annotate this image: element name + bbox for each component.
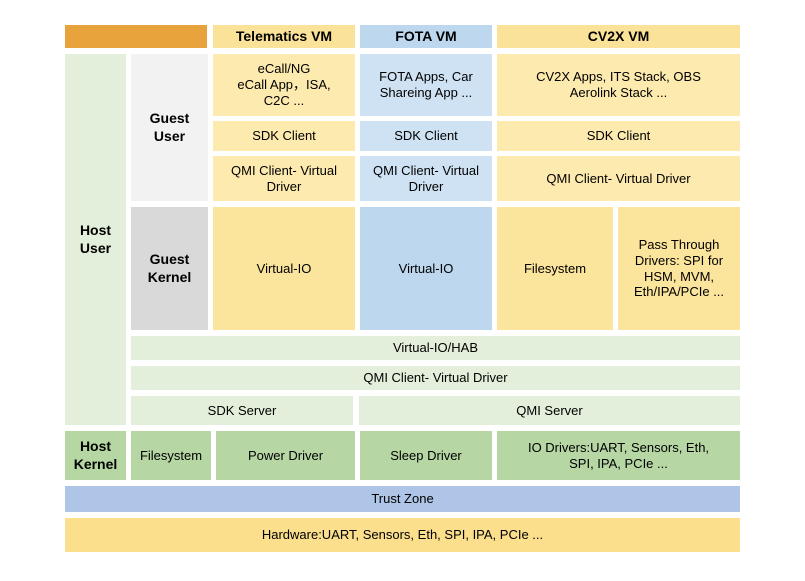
telematics-qmi-client-block: QMI Client- Virtual Driver xyxy=(213,156,355,201)
fota-apps-block: FOTA Apps, Car Shareing App ... xyxy=(360,54,492,116)
cv2x-filesystem-block: Filesystem xyxy=(497,207,613,330)
telematics-sdk-client-block: SDK Client xyxy=(213,121,355,151)
telematics-apps-block: eCall/NG eCall App，ISA, C2C ... xyxy=(213,54,355,116)
telematics-virtual-io-block: Virtual-IO xyxy=(213,207,355,330)
cv2x-sdk-client-block: SDK Client xyxy=(497,121,740,151)
host-qmi-client-virtual-driver-layer: QMI Client- Virtual Driver xyxy=(131,366,740,390)
io-drivers-block: IO Drivers:UART, Sensors, Eth, SPI, IPA,… xyxy=(497,431,740,480)
label-host-user: Host User xyxy=(65,54,126,425)
qmi-server-block: QMI Server xyxy=(359,396,740,425)
fota-virtual-io-block: Virtual-IO xyxy=(360,207,492,330)
header-telematics-vm: Telematics VM xyxy=(213,25,355,48)
label-guest-kernel: Guest Kernel xyxy=(131,207,208,330)
label-guest-user: Guest User xyxy=(131,54,208,201)
sleep-driver-block: Sleep Driver xyxy=(360,431,492,480)
cv2x-apps-block: CV2X Apps, ITS Stack, OBS Aerolink Stack… xyxy=(497,54,740,116)
sdk-server-block: SDK Server xyxy=(131,396,353,425)
fota-qmi-client-block: QMI Client- Virtual Driver xyxy=(360,156,492,201)
header-cv2x-vm: CV2X VM xyxy=(497,25,740,48)
power-driver-block: Power Driver xyxy=(216,431,355,480)
label-host-kernel: Host Kernel xyxy=(65,431,126,480)
host-kernel-filesystem-block: Filesystem xyxy=(131,431,211,480)
hardware-layer: Hardware:UART, Sensors, Eth, SPI, IPA, P… xyxy=(65,518,740,552)
fota-sdk-client-block: SDK Client xyxy=(360,121,492,151)
header-fota-vm: FOTA VM xyxy=(360,25,492,48)
header-corner-block xyxy=(65,25,207,48)
cv2x-pass-through-drivers-block: Pass Through Drivers: SPI for HSM, MVM, … xyxy=(618,207,740,330)
cv2x-qmi-client-block: QMI Client- Virtual Driver xyxy=(497,156,740,201)
trust-zone-layer: Trust Zone xyxy=(65,486,740,512)
virtual-io-hab-layer: Virtual-IO/HAB xyxy=(131,336,740,360)
